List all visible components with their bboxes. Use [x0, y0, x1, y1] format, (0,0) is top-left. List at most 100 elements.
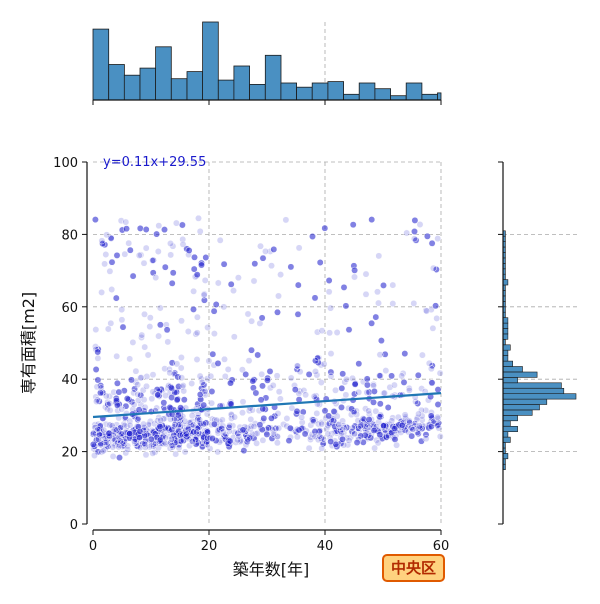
scatter-point	[147, 435, 155, 443]
scatter-point	[136, 374, 144, 382]
scatter-point	[376, 372, 383, 380]
scatter-point	[355, 388, 363, 396]
right-histogram-bar	[502, 371, 538, 378]
scatter-point	[167, 240, 174, 247]
scatter-point	[398, 421, 406, 429]
scatter-point	[384, 404, 392, 411]
scatter-point	[375, 252, 383, 260]
scatter-point	[409, 426, 417, 434]
scatter-point	[141, 310, 148, 318]
scatter-point	[357, 432, 365, 440]
right-histogram-bar	[502, 333, 509, 340]
scatter-point	[371, 444, 379, 452]
scatter-point	[258, 370, 266, 378]
top-histogram-bar	[437, 92, 442, 101]
scatter-point	[316, 259, 324, 266]
scatter-point	[345, 437, 353, 444]
scatter-point	[425, 359, 433, 367]
scatter-point	[180, 387, 188, 395]
scatter-point	[154, 248, 162, 255]
scatter-point	[135, 406, 143, 414]
top-histogram-bar	[92, 28, 110, 101]
scatter-point	[423, 307, 431, 315]
scatter-point	[327, 372, 335, 380]
scatter-point	[130, 401, 138, 409]
scatter-point	[428, 379, 436, 387]
scatter-point	[106, 267, 114, 275]
scatter-point	[123, 225, 130, 233]
scatter-point	[116, 454, 123, 462]
scatter-point	[106, 421, 114, 429]
scatter-point	[389, 300, 397, 308]
scatter-point	[294, 362, 302, 370]
scatter-point	[190, 287, 198, 295]
scatter-point	[355, 424, 362, 432]
scatter-point	[351, 380, 359, 388]
scatter-point	[386, 383, 394, 391]
scatter-point	[207, 372, 215, 380]
scatter-point	[245, 357, 253, 365]
scatter-point	[375, 299, 382, 307]
scatter-point	[102, 251, 110, 258]
scatter-point	[141, 403, 149, 411]
scatter-point	[161, 226, 168, 234]
scatter-point	[149, 257, 156, 264]
scatter-point	[274, 410, 282, 417]
scatter-point	[198, 443, 206, 451]
scatter-point	[200, 401, 208, 409]
scatter-point	[109, 452, 117, 460]
scatter-point	[318, 420, 326, 428]
scatter-point	[134, 381, 142, 389]
scatter-point	[156, 436, 164, 444]
scatter-point	[262, 247, 269, 255]
scatter-point	[91, 452, 98, 459]
top-histogram-bar	[405, 82, 423, 101]
top-histogram-bar	[249, 84, 266, 101]
scatter-point	[422, 431, 430, 439]
scatter-point	[422, 435, 430, 443]
scatter-point	[328, 430, 336, 438]
scatter-point	[152, 274, 160, 282]
scatter-point	[177, 354, 185, 361]
scatter-point	[326, 329, 334, 337]
scatter-point	[405, 386, 413, 394]
scatter-point	[266, 367, 274, 375]
scatter-point	[342, 302, 350, 310]
right-histogram-bar	[502, 398, 548, 405]
scatter-point	[370, 398, 377, 406]
scatter-point	[193, 329, 201, 337]
scatter-point	[193, 356, 201, 363]
scatter-point	[314, 354, 322, 362]
scatter-point	[372, 313, 380, 321]
scatter-point	[128, 376, 135, 384]
scatter-point	[411, 216, 419, 224]
scatter-point	[283, 415, 291, 422]
scatter-point	[370, 382, 377, 390]
scatter-point	[331, 422, 339, 430]
scatter-point	[168, 435, 176, 443]
scatter-point	[132, 367, 140, 375]
scatter-point	[166, 369, 174, 377]
scatter-point	[374, 439, 382, 447]
right-histogram-bar	[502, 366, 523, 373]
scatter-point	[155, 332, 163, 340]
scatter-point	[259, 382, 266, 390]
scatter-point	[94, 376, 102, 384]
scatter-point	[434, 386, 442, 394]
top-histogram-bar	[108, 64, 125, 101]
scatter-point	[418, 416, 426, 424]
scatter-point	[122, 449, 130, 457]
scatter-point	[416, 221, 424, 228]
scatter-point	[246, 434, 254, 442]
scatter-point	[368, 216, 376, 224]
scatter-point	[112, 294, 120, 302]
scatter-point	[325, 412, 333, 420]
scatter-points	[89, 214, 444, 462]
scatter-point	[349, 424, 357, 432]
scatter-point	[411, 228, 418, 235]
scatter-point	[107, 421, 115, 429]
scatter-point	[377, 337, 385, 345]
scatter-point	[208, 388, 216, 395]
